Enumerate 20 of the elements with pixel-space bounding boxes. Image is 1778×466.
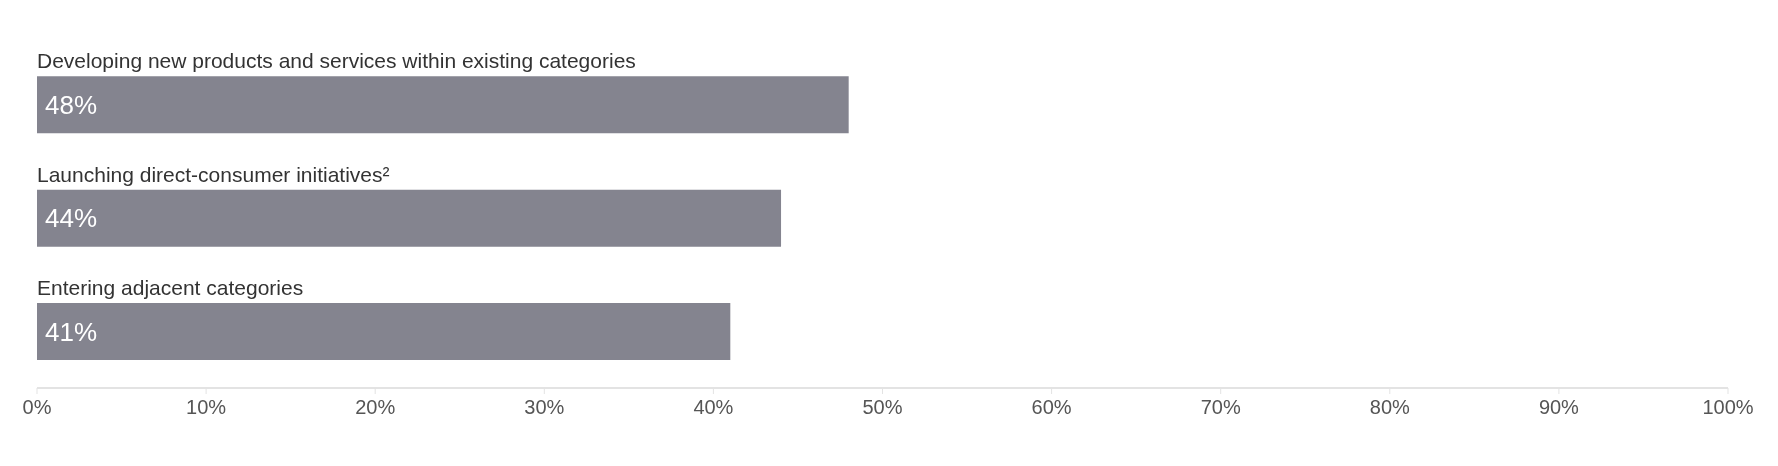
bar	[37, 76, 849, 134]
x-tick-label: 0%	[22, 396, 52, 419]
x-tick-label: 40%	[693, 396, 734, 419]
x-tick-label: 50%	[862, 396, 903, 419]
x-tick-label: 20%	[355, 396, 396, 419]
data-label: 44%	[45, 203, 98, 234]
y-tick-label: Entering adjacent categories	[37, 276, 304, 299]
x-tick-label: 90%	[1538, 396, 1580, 419]
x-tick-label: 80%	[1369, 396, 1411, 419]
x-tick-label: 70%	[1200, 396, 1241, 419]
bar	[37, 189, 782, 247]
y-tick-label: Launching direct-consumer initiatives²	[37, 162, 390, 186]
y-tick-label: Developing new products and services within existing categories	[37, 49, 636, 73]
data-label: 48%	[45, 89, 98, 120]
bar	[37, 303, 731, 360]
x-tick-label: 60%	[1031, 396, 1072, 419]
x-tick-label: 30%	[524, 396, 565, 419]
data-label: 41%	[45, 316, 98, 347]
x-tick-label: 100%	[1702, 396, 1754, 419]
x-tick-label: 10%	[186, 396, 227, 419]
